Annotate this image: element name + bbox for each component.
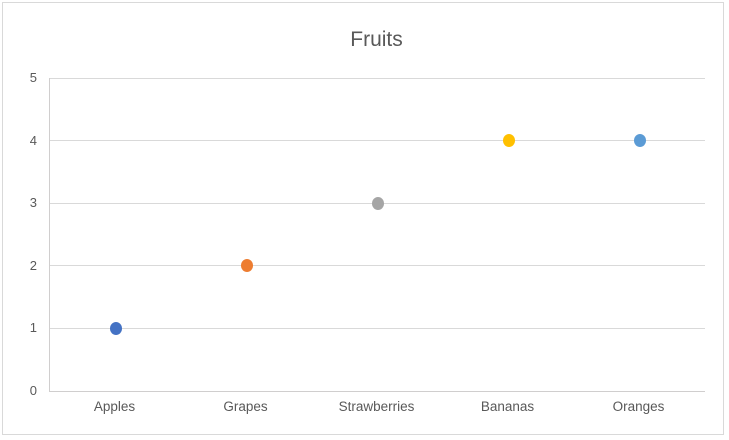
gridline (50, 265, 705, 267)
data-point-grapes[interactable] (240, 259, 253, 273)
y-tick-label: 5 (29, 70, 37, 85)
chart-title: Fruits (350, 28, 403, 51)
x-tick-label-strawberries: Strawberries (338, 399, 415, 414)
chart-container: Fruits 0 1 2 3 4 5 Apples Grapes Strawberries Ba… (2, 2, 724, 435)
data-point-oranges[interactable] (633, 134, 646, 148)
x-tick-label-apples: Apples (93, 399, 136, 414)
x-tick-label-bananas: Bananas (480, 399, 535, 414)
y-tick-label: 1 (29, 320, 37, 336)
y-tick-label: 2 (29, 257, 37, 273)
x-tick-label-grapes: Grapes (223, 399, 268, 414)
y-tick-label: 3 (29, 195, 37, 211)
y-axis: 0 1 2 3 4 5 (3, 70, 37, 398)
gridline (50, 327, 705, 329)
x-axis: Apples Grapes Strawberries Bananas Oranges (49, 398, 704, 420)
y-tick-label: 4 (29, 132, 37, 148)
gridline (50, 77, 705, 79)
y-tick-label: 0 (29, 383, 37, 398)
data-point-apples[interactable] (109, 321, 122, 335)
gridline (50, 140, 705, 142)
data-point-bananas[interactable] (502, 134, 515, 148)
data-point-strawberries[interactable] (371, 196, 384, 210)
x-tick-label-oranges: Oranges (612, 399, 665, 414)
plot-area (49, 77, 705, 392)
